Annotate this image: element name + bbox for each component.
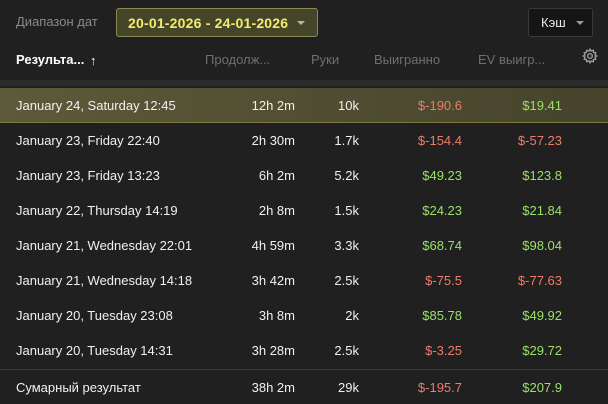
row-hands: 3.3k bbox=[334, 238, 359, 253]
total-hands: 29k bbox=[338, 380, 359, 395]
row-hands: 2k bbox=[345, 308, 359, 323]
table-row[interactable]: January 20, Tuesday 23:08 3h 8m 2k $85.7… bbox=[0, 298, 608, 333]
column-header-hands[interactable]: Руки bbox=[311, 52, 340, 67]
row-hands: 2.5k bbox=[334, 273, 359, 288]
row-won: $24.23 bbox=[422, 203, 462, 218]
row-ev: $19.41 bbox=[522, 98, 562, 113]
chevron-down-icon bbox=[576, 21, 584, 25]
row-date: January 21, Wednesday 22:01 bbox=[16, 238, 193, 253]
table-row[interactable]: January 23, Friday 22:40 2h 30m 1.7k $-1… bbox=[0, 123, 608, 158]
date-range-picker[interactable]: 20-01-2026 - 24-01-2026 bbox=[116, 8, 318, 37]
row-ev: $-77.63 bbox=[517, 273, 562, 288]
table-row[interactable]: January 23, Friday 13:23 6h 2m 5.2k $49.… bbox=[0, 158, 608, 193]
row-date: January 21, Wednesday 14:18 bbox=[16, 273, 193, 288]
row-hands: 2.5k bbox=[334, 343, 359, 358]
row-won: $-190.6 bbox=[417, 98, 462, 113]
row-ev: $29.72 bbox=[522, 343, 562, 358]
row-duration: 12h 2m bbox=[251, 98, 295, 113]
table-row[interactable]: January 21, Wednesday 14:18 3h 42m 2.5k … bbox=[0, 263, 608, 298]
table-row[interactable]: January 20, Tuesday 14:31 3h 28m 2.5k $-… bbox=[0, 333, 608, 368]
row-won: $-154.4 bbox=[417, 133, 462, 148]
table-header: Результа... ↑ Продолж... Руки Выигранно … bbox=[0, 44, 608, 80]
gear-icon[interactable] bbox=[582, 48, 598, 64]
column-header-duration[interactable]: Продолж... bbox=[205, 52, 271, 67]
table-row[interactable]: January 22, Thursday 14:19 2h 8m 1.5k $2… bbox=[0, 193, 608, 228]
table-row[interactable]: January 24, Saturday 12:45 12h 2m 10k $-… bbox=[0, 88, 608, 123]
total-row: Сумарный результат 38h 2m 29k $-195.7 $2… bbox=[0, 369, 608, 404]
row-duration: 3h 28m bbox=[251, 343, 295, 358]
row-won: $49.23 bbox=[422, 168, 462, 183]
row-ev: $98.04 bbox=[522, 238, 562, 253]
row-duration: 2h 30m bbox=[251, 133, 295, 148]
row-ev: $-57.23 bbox=[517, 133, 562, 148]
row-duration: 3h 42m bbox=[251, 273, 295, 288]
total-label: Сумарный результат bbox=[16, 380, 141, 395]
row-date: January 20, Tuesday 23:08 bbox=[16, 308, 173, 323]
arrow-up-icon[interactable]: ↑ bbox=[90, 53, 97, 68]
row-won: $-75.5 bbox=[425, 273, 462, 288]
cache-label: Кэш bbox=[541, 15, 566, 30]
row-ev: $49.92 bbox=[522, 308, 562, 323]
row-hands: 10k bbox=[338, 98, 359, 113]
row-won: $-3.25 bbox=[425, 343, 462, 358]
row-won: $85.78 bbox=[422, 308, 462, 323]
chevron-down-icon bbox=[297, 21, 305, 25]
header-divider bbox=[0, 80, 608, 86]
column-header-ev[interactable]: EV выигр... bbox=[478, 52, 546, 67]
row-duration: 3h 8m bbox=[258, 308, 295, 323]
row-hands: 1.5k bbox=[334, 203, 359, 218]
row-date: January 24, Saturday 12:45 bbox=[16, 98, 176, 113]
date-range-value: 20-01-2026 - 24-01-2026 bbox=[128, 14, 289, 31]
row-date: January 23, Friday 13:23 bbox=[16, 168, 160, 183]
row-duration: 4h 59m bbox=[251, 238, 295, 253]
row-duration: 2h 8m bbox=[258, 203, 295, 218]
cache-dropdown[interactable]: Кэш bbox=[528, 8, 593, 37]
row-ev: $21.84 bbox=[522, 203, 562, 218]
row-ev: $123.8 bbox=[522, 168, 562, 183]
row-date: January 20, Tuesday 14:31 bbox=[16, 343, 173, 358]
table-row[interactable]: January 21, Wednesday 22:01 4h 59m 3.3k … bbox=[0, 228, 608, 263]
total-ev: $207.9 bbox=[522, 380, 562, 395]
row-duration: 6h 2m bbox=[258, 168, 295, 183]
row-won: $68.74 bbox=[422, 238, 462, 253]
row-date: January 23, Friday 22:40 bbox=[16, 133, 160, 148]
total-won: $-195.7 bbox=[417, 380, 462, 395]
date-range-label: Диапазон дат bbox=[16, 14, 98, 29]
row-hands: 1.7k bbox=[334, 133, 359, 148]
filter-bar: Диапазон дат 20-01-2026 - 24-01-2026 Кэш bbox=[0, 0, 608, 44]
total-duration: 38h 2m bbox=[251, 380, 295, 395]
column-header-won[interactable]: Выигранно bbox=[374, 52, 441, 67]
row-date: January 22, Thursday 14:19 bbox=[16, 203, 178, 218]
column-header-result[interactable]: Результа... bbox=[16, 52, 85, 67]
row-hands: 5.2k bbox=[334, 168, 359, 183]
